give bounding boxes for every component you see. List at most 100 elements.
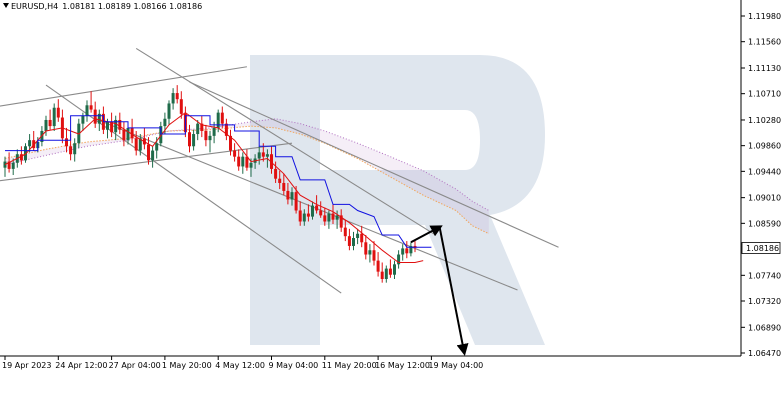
x-tick-label: 9 May 04:00 (269, 361, 319, 370)
candle-body (159, 126, 163, 144)
candle-body (261, 152, 265, 157)
watermark-logo (250, 55, 545, 345)
candle-body (163, 118, 167, 127)
candle-body (233, 150, 237, 157)
trendline-1 (0, 142, 293, 182)
candle-body (179, 99, 183, 114)
candle-body (380, 271, 384, 279)
indicators (4, 111, 432, 263)
x-tick-label: 24 Apr 12:00 (55, 361, 107, 370)
candle-body (298, 210, 302, 222)
candle-body (3, 161, 7, 168)
y-tick-label: 1.10710 (748, 90, 781, 99)
candle-body (237, 156, 241, 167)
cloud-span-b (4, 118, 490, 211)
candle-body (118, 119, 122, 130)
candle-body (306, 213, 310, 217)
y-axis-ticks: 1.11980 1.11560 1.11130 1.10710 1.10280 1.098… (741, 12, 781, 358)
y-tick-label: 1.09440 (748, 167, 781, 176)
candle-body (196, 123, 200, 135)
candle-body (192, 134, 196, 147)
candle-body (106, 121, 109, 130)
candle-body (52, 107, 56, 127)
trendline-0 (0, 66, 247, 107)
candle-body (200, 123, 204, 131)
y-tick-label: 1.11560 (748, 38, 781, 47)
candle-body (56, 107, 60, 118)
current-price-label: 1.08186 (746, 244, 779, 253)
candle-body (44, 119, 48, 131)
x-tick-label: 4 May 12:00 (215, 361, 265, 370)
forecast-arrows (410, 225, 469, 356)
candle-body (409, 245, 413, 254)
x-tick-label: 19 Apr 2023 (2, 361, 51, 370)
candle-body (151, 150, 155, 161)
candle-body (65, 138, 68, 147)
y-tick-label: 1.09010 (748, 194, 781, 203)
x-tick-label: 19 May 04:00 (428, 361, 483, 370)
y-tick-label: 1.07320 (748, 297, 781, 306)
candle-body (265, 154, 269, 157)
x-tick-label: 11 May 20:00 (322, 361, 377, 370)
candle-body (167, 103, 171, 119)
candle-body (311, 205, 314, 217)
candle-body (352, 238, 355, 246)
candle-body (81, 115, 85, 124)
candle-body (130, 127, 134, 139)
candle-body (384, 268, 388, 279)
candle-body (93, 109, 97, 124)
candle-body (126, 127, 130, 141)
candle-body (19, 154, 23, 161)
candle-body (282, 182, 286, 191)
candle-body (229, 135, 232, 151)
y-tick-label: 1.08590 (748, 219, 781, 228)
y-tick-label: 1.06470 (748, 349, 781, 358)
candle-body (315, 205, 319, 211)
candle-body (331, 213, 335, 220)
y-tick-label: 1.09860 (748, 142, 781, 151)
candle-body (171, 93, 175, 104)
candle-body (241, 156, 245, 167)
x-tick-label: 16 May 12:00 (375, 361, 430, 370)
candle-body (364, 242, 368, 255)
candle-body (89, 105, 93, 110)
dropdown-triangle-icon[interactable] (3, 3, 9, 8)
trendline-3 (135, 47, 436, 236)
candle-body (294, 192, 298, 211)
candle-body (335, 215, 339, 220)
x-tick-label: 1 May 20:00 (162, 361, 212, 370)
candle-body (302, 213, 306, 222)
candle-body (347, 236, 351, 246)
candle-body (245, 156, 249, 168)
candle-body (319, 210, 323, 216)
y-tick-label: 1.10280 (748, 116, 781, 125)
candle-body (270, 154, 273, 169)
candle-body (249, 162, 253, 168)
y-tick-label: 1.06890 (748, 323, 781, 332)
candle-body (274, 168, 278, 179)
candle-body (204, 130, 208, 141)
candle-body (257, 152, 261, 159)
candle-body (212, 127, 216, 136)
x-axis-ticks: 19 Apr 2023 24 Apr 12:00 27 Apr 04:00 1 May… (2, 356, 483, 370)
candle-body (405, 248, 409, 254)
candle-body (122, 129, 126, 141)
candle-body (85, 105, 89, 116)
trendline-4 (189, 81, 559, 248)
candle-body (393, 264, 396, 275)
candle-body (24, 146, 27, 161)
candle-body (278, 178, 282, 183)
candle-body (216, 112, 220, 128)
candle-body (110, 121, 114, 133)
x-tick-label: 27 Apr 04:00 (109, 361, 161, 370)
candle-body (224, 123, 228, 136)
candle-body (208, 135, 212, 141)
candle-body (40, 130, 44, 142)
y-tick-label: 1.11980 (748, 12, 781, 21)
candle-body (327, 213, 331, 222)
chart-header: EURUSD,H4 1.08181 1.08189 1.08166 1.08186 (3, 2, 202, 11)
tenkan-line (4, 111, 424, 263)
candle-body (290, 192, 294, 200)
current-price-box: 1.08186 (741, 242, 781, 254)
